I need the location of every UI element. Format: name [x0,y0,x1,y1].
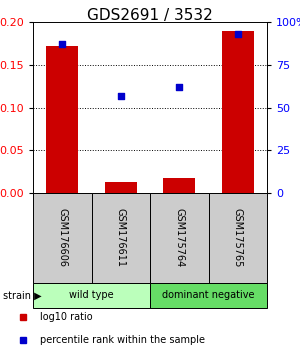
Bar [150,193,208,283]
Text: strain ▶: strain ▶ [3,291,42,301]
Text: percentile rank within the sample: percentile rank within the sample [40,335,205,345]
Bar [33,193,92,283]
Bar [33,283,150,308]
Text: log10 ratio: log10 ratio [40,312,93,322]
Point [236,31,240,37]
Text: GSM175764: GSM175764 [174,209,184,268]
Text: dominant negative: dominant negative [162,291,255,301]
Bar [92,193,150,283]
Bar [208,193,267,283]
Bar [163,178,195,193]
Bar [150,283,267,308]
Text: GDS2691 / 3532: GDS2691 / 3532 [87,8,213,23]
Text: wild type: wild type [69,291,114,301]
Point [60,41,65,47]
Text: GSM176606: GSM176606 [57,209,67,268]
Point [177,84,182,90]
Point [118,93,123,98]
Bar [222,30,254,193]
Text: GSM176611: GSM176611 [116,209,126,268]
Bar [46,46,78,193]
Bar [105,182,137,193]
Text: GSM175765: GSM175765 [233,208,243,268]
